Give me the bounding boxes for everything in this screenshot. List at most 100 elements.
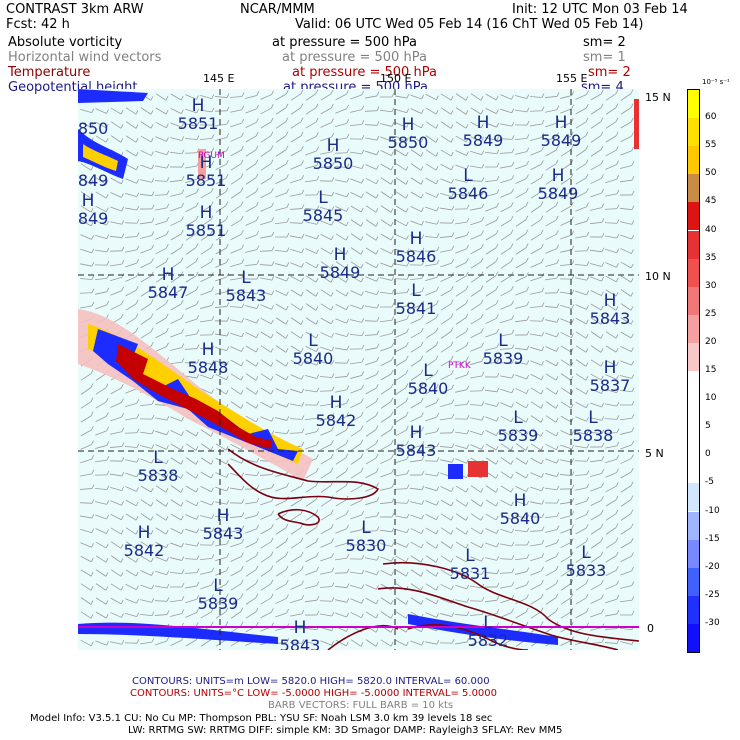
- init-time: Init: 12 UTC Mon 03 Feb 14: [512, 2, 688, 17]
- center-low-symbol: L: [588, 408, 598, 428]
- colorbar: [687, 89, 700, 653]
- center-high-symbol: H: [216, 506, 230, 526]
- center-height-value: 5840: [407, 379, 449, 398]
- center-height-value: 5843: [589, 309, 631, 328]
- colorbar-label: -30: [705, 617, 720, 628]
- colorbar-segment: [688, 511, 699, 540]
- colorbar-label: 35: [705, 252, 717, 263]
- center-low-symbol: L: [361, 518, 371, 538]
- center-height-value: 5850: [312, 154, 354, 173]
- center-high-symbol: H: [554, 113, 568, 133]
- field-vorticity-name: Absolute vorticity: [8, 35, 123, 50]
- colorbar-segment: [688, 455, 699, 484]
- field-vorticity-sm: sm= 2: [583, 35, 626, 50]
- center-low-symbol: L: [213, 576, 223, 596]
- center-height-value: 5850: [78, 119, 109, 138]
- field-temp-name: Temperature: [8, 65, 91, 80]
- center-height-value: 5838: [137, 466, 179, 485]
- lon-label-145e: 145 E: [203, 72, 235, 85]
- colorbar-segment: [688, 174, 699, 203]
- colorbar-label: 60: [705, 112, 717, 123]
- center-low-symbol: L: [498, 331, 508, 351]
- colorbar-label: -5: [705, 477, 714, 488]
- lat-label-10n: 10 N: [645, 270, 671, 283]
- colorbar-label: 45: [705, 196, 717, 207]
- colorbar-segment: [688, 286, 699, 315]
- center-height-value: 5842: [123, 541, 165, 560]
- center-height-value: 5843: [202, 524, 244, 543]
- center-high-symbol: H: [191, 96, 205, 116]
- center-high-symbol: H: [401, 115, 415, 135]
- center-low-symbol: L: [423, 361, 433, 381]
- colorbar-label: -15: [705, 533, 720, 544]
- center-low-symbol: L: [318, 188, 328, 208]
- footer-temp-contours: CONTOURS: UNITS=°C LOW= -5.0000 HIGH= -5…: [130, 688, 498, 699]
- colorbar-label: 10: [705, 393, 717, 404]
- valid-time: Valid: 06 UTC Wed 05 Feb 14 (16 ChT Wed …: [295, 17, 644, 32]
- center-high-symbol: H: [201, 340, 215, 360]
- center-height-value: 5841: [395, 299, 437, 318]
- center-high-symbol: H: [137, 523, 151, 543]
- center-height-value: 5833: [565, 561, 607, 580]
- center-height-value: 5838: [572, 426, 614, 445]
- center-high-symbol: H: [329, 393, 343, 413]
- center-low-symbol: L: [308, 331, 318, 351]
- colorbar-label: 50: [705, 168, 717, 179]
- colorbar-label: 40: [705, 224, 717, 235]
- center-high-symbol: H: [293, 618, 307, 638]
- center-height-value: 5837: [589, 376, 631, 395]
- center-height-value: 5840: [499, 509, 541, 528]
- colorbar-label: 20: [705, 336, 717, 347]
- colorbar-segment: [688, 483, 699, 512]
- center-high-symbol: H: [603, 358, 617, 378]
- center-low-symbol: L: [465, 546, 475, 566]
- footer-height-contours: CONTOURS: UNITS=m LOW= 5820.0 HIGH= 5820…: [132, 676, 490, 687]
- colorbar-unit: 10⁻⁵ s⁻¹: [702, 78, 730, 86]
- center-high-symbol: H: [513, 491, 527, 511]
- lon-label-150e: 150 E: [380, 72, 412, 85]
- center-high-symbol: H: [199, 153, 213, 173]
- colorbar-label: 55: [705, 140, 717, 151]
- vorticity-band: [78, 89, 639, 645]
- center-high-symbol: H: [161, 265, 175, 285]
- station-pgum: PGUM: [198, 151, 225, 161]
- center-high-symbol: H: [409, 229, 423, 249]
- colorbar-segment: [688, 371, 699, 400]
- title-left: CONTRAST 3km ARW: [6, 2, 144, 17]
- center-height-value: 5843: [279, 636, 321, 651]
- center-height-value: 5847: [147, 283, 189, 302]
- colorbar-segment: [688, 399, 699, 428]
- center-height-value: 5830: [345, 536, 387, 555]
- colorbar-label: 25: [705, 308, 717, 319]
- center-height-value: 5851: [185, 171, 227, 190]
- field-vorticity-level: at pressure = 500 hPa: [272, 35, 417, 50]
- field-temp-level: at pressure = 500 hPa: [292, 65, 437, 80]
- center-high-symbol: H: [551, 166, 565, 186]
- center-height-value: 5849: [78, 209, 109, 228]
- center-height-value: 5850: [387, 133, 429, 152]
- colorbar-label: -25: [705, 589, 720, 600]
- colorbar-label: 5: [705, 421, 711, 432]
- center-height-value: 5843: [395, 441, 437, 460]
- lat-label-15n: 15 N: [645, 91, 671, 104]
- center-height-value: 5849: [537, 184, 579, 203]
- center-high-symbol: H: [603, 291, 617, 311]
- forecast-hour: Fcst: 42 h: [6, 17, 70, 32]
- colorbar-label: -10: [705, 505, 720, 516]
- colorbar-segment: [688, 202, 699, 231]
- center-height-value: 5831: [449, 564, 491, 583]
- colorbar-segment: [688, 314, 699, 343]
- center-height-value: 5849: [319, 263, 361, 282]
- center-height-value: 5839: [482, 349, 524, 368]
- lon-label-155e: 155 E: [556, 72, 588, 85]
- center-height-value: 5848: [187, 358, 229, 377]
- station-ptkk: PTKK: [448, 361, 471, 371]
- center-high-symbol: H: [409, 423, 423, 443]
- footer-model-info: Model Info: V3.5.1 CU: No Cu MP: Thompso…: [30, 713, 493, 724]
- center-height-value: 5849: [540, 131, 582, 150]
- center-height-value: 5846: [395, 247, 437, 266]
- latlon-grid: [78, 89, 639, 650]
- center-height-value: 5843: [225, 286, 267, 305]
- field-wind-level: at pressure = 500 hPa: [282, 50, 427, 65]
- colorbar-segment: [688, 623, 699, 652]
